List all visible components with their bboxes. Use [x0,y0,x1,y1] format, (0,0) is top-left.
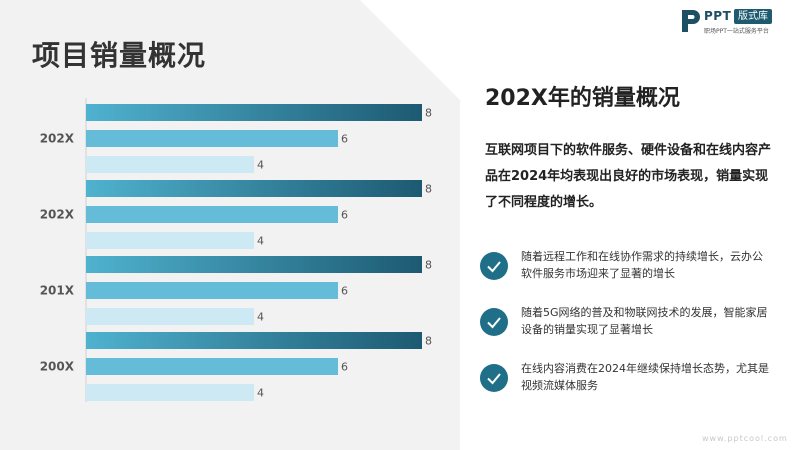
category-label: 202X [40,132,75,146]
data-label: 8 [425,183,432,196]
category-label: 200X [40,360,75,374]
bar-light [86,384,254,401]
bar-mid [86,358,338,375]
data-label: 6 [341,209,348,222]
right-title: 202X年的销量概况 [485,86,680,111]
logo-badge: 版式库 [734,9,772,24]
logo: PPT 版式库 职场PPT一站式服务平台 [680,8,792,38]
bar-light [86,156,254,173]
description: 互联网项目下的软件服务、硬件设备和在线内容产品在2024年均表现出良好的市场表现… [485,143,772,210]
data-label: 8 [425,259,432,272]
bar-mid [86,282,338,299]
bullet-item: 随着远程工作和在线协作需求的持续增长，云办公软件服务市场迎来了显著的增长 [480,248,780,292]
data-label: 4 [257,159,264,172]
category-label: 202X [40,208,75,222]
data-label: 6 [341,361,348,374]
bullet-text: 随着远程工作和在线协作需求的持续增长，云办公软件服务市场迎来了显著的增长 [521,250,763,280]
bar-mid [86,206,338,223]
bullet-item: 在线内容消费在2024年继续保持增长态势，尤其是视频流媒体服务 [480,360,780,404]
bullet-text: 在线内容消费在2024年继续保持增长态势，尤其是视频流媒体服务 [521,362,769,392]
category-label: 201X [40,284,75,298]
bar-dark [86,180,422,197]
logo-tagline: 职场PPT一站式服务平台 [704,28,769,35]
data-label: 4 [257,235,264,248]
logo-brand: PPT [704,9,732,23]
bullet-text: 随着5G网络的普及和物联网技术的发展，智能家居设备的销量实现了显著增长 [521,306,768,336]
bar-chart: 8 6 4 202X 8 6 4 202X 8 6 4 201X 8 6 4 200X [40,98,432,402]
watermark: www.pptcool.com [702,434,788,443]
bar-dark [86,256,422,273]
bar-mid [86,130,338,147]
logo-p-icon [682,10,700,32]
bar-light [86,308,254,325]
data-label: 6 [341,285,348,298]
corner-decoration [360,0,460,100]
check-circle-icon [480,364,508,392]
bar-dark [86,104,422,121]
bar-dark [86,332,422,349]
data-label: 8 [425,107,432,120]
bar-light [86,232,254,249]
data-label: 4 [257,387,264,400]
check-circle-icon [480,252,508,280]
data-label: 4 [257,311,264,324]
check-circle-icon [480,308,508,336]
data-label: 8 [425,335,432,348]
data-label: 6 [341,133,348,146]
bullet-item: 随着5G网络的普及和物联网技术的发展，智能家居设备的销量实现了显著增长 [480,304,780,348]
page-title: 项目销量概况 [32,39,207,72]
